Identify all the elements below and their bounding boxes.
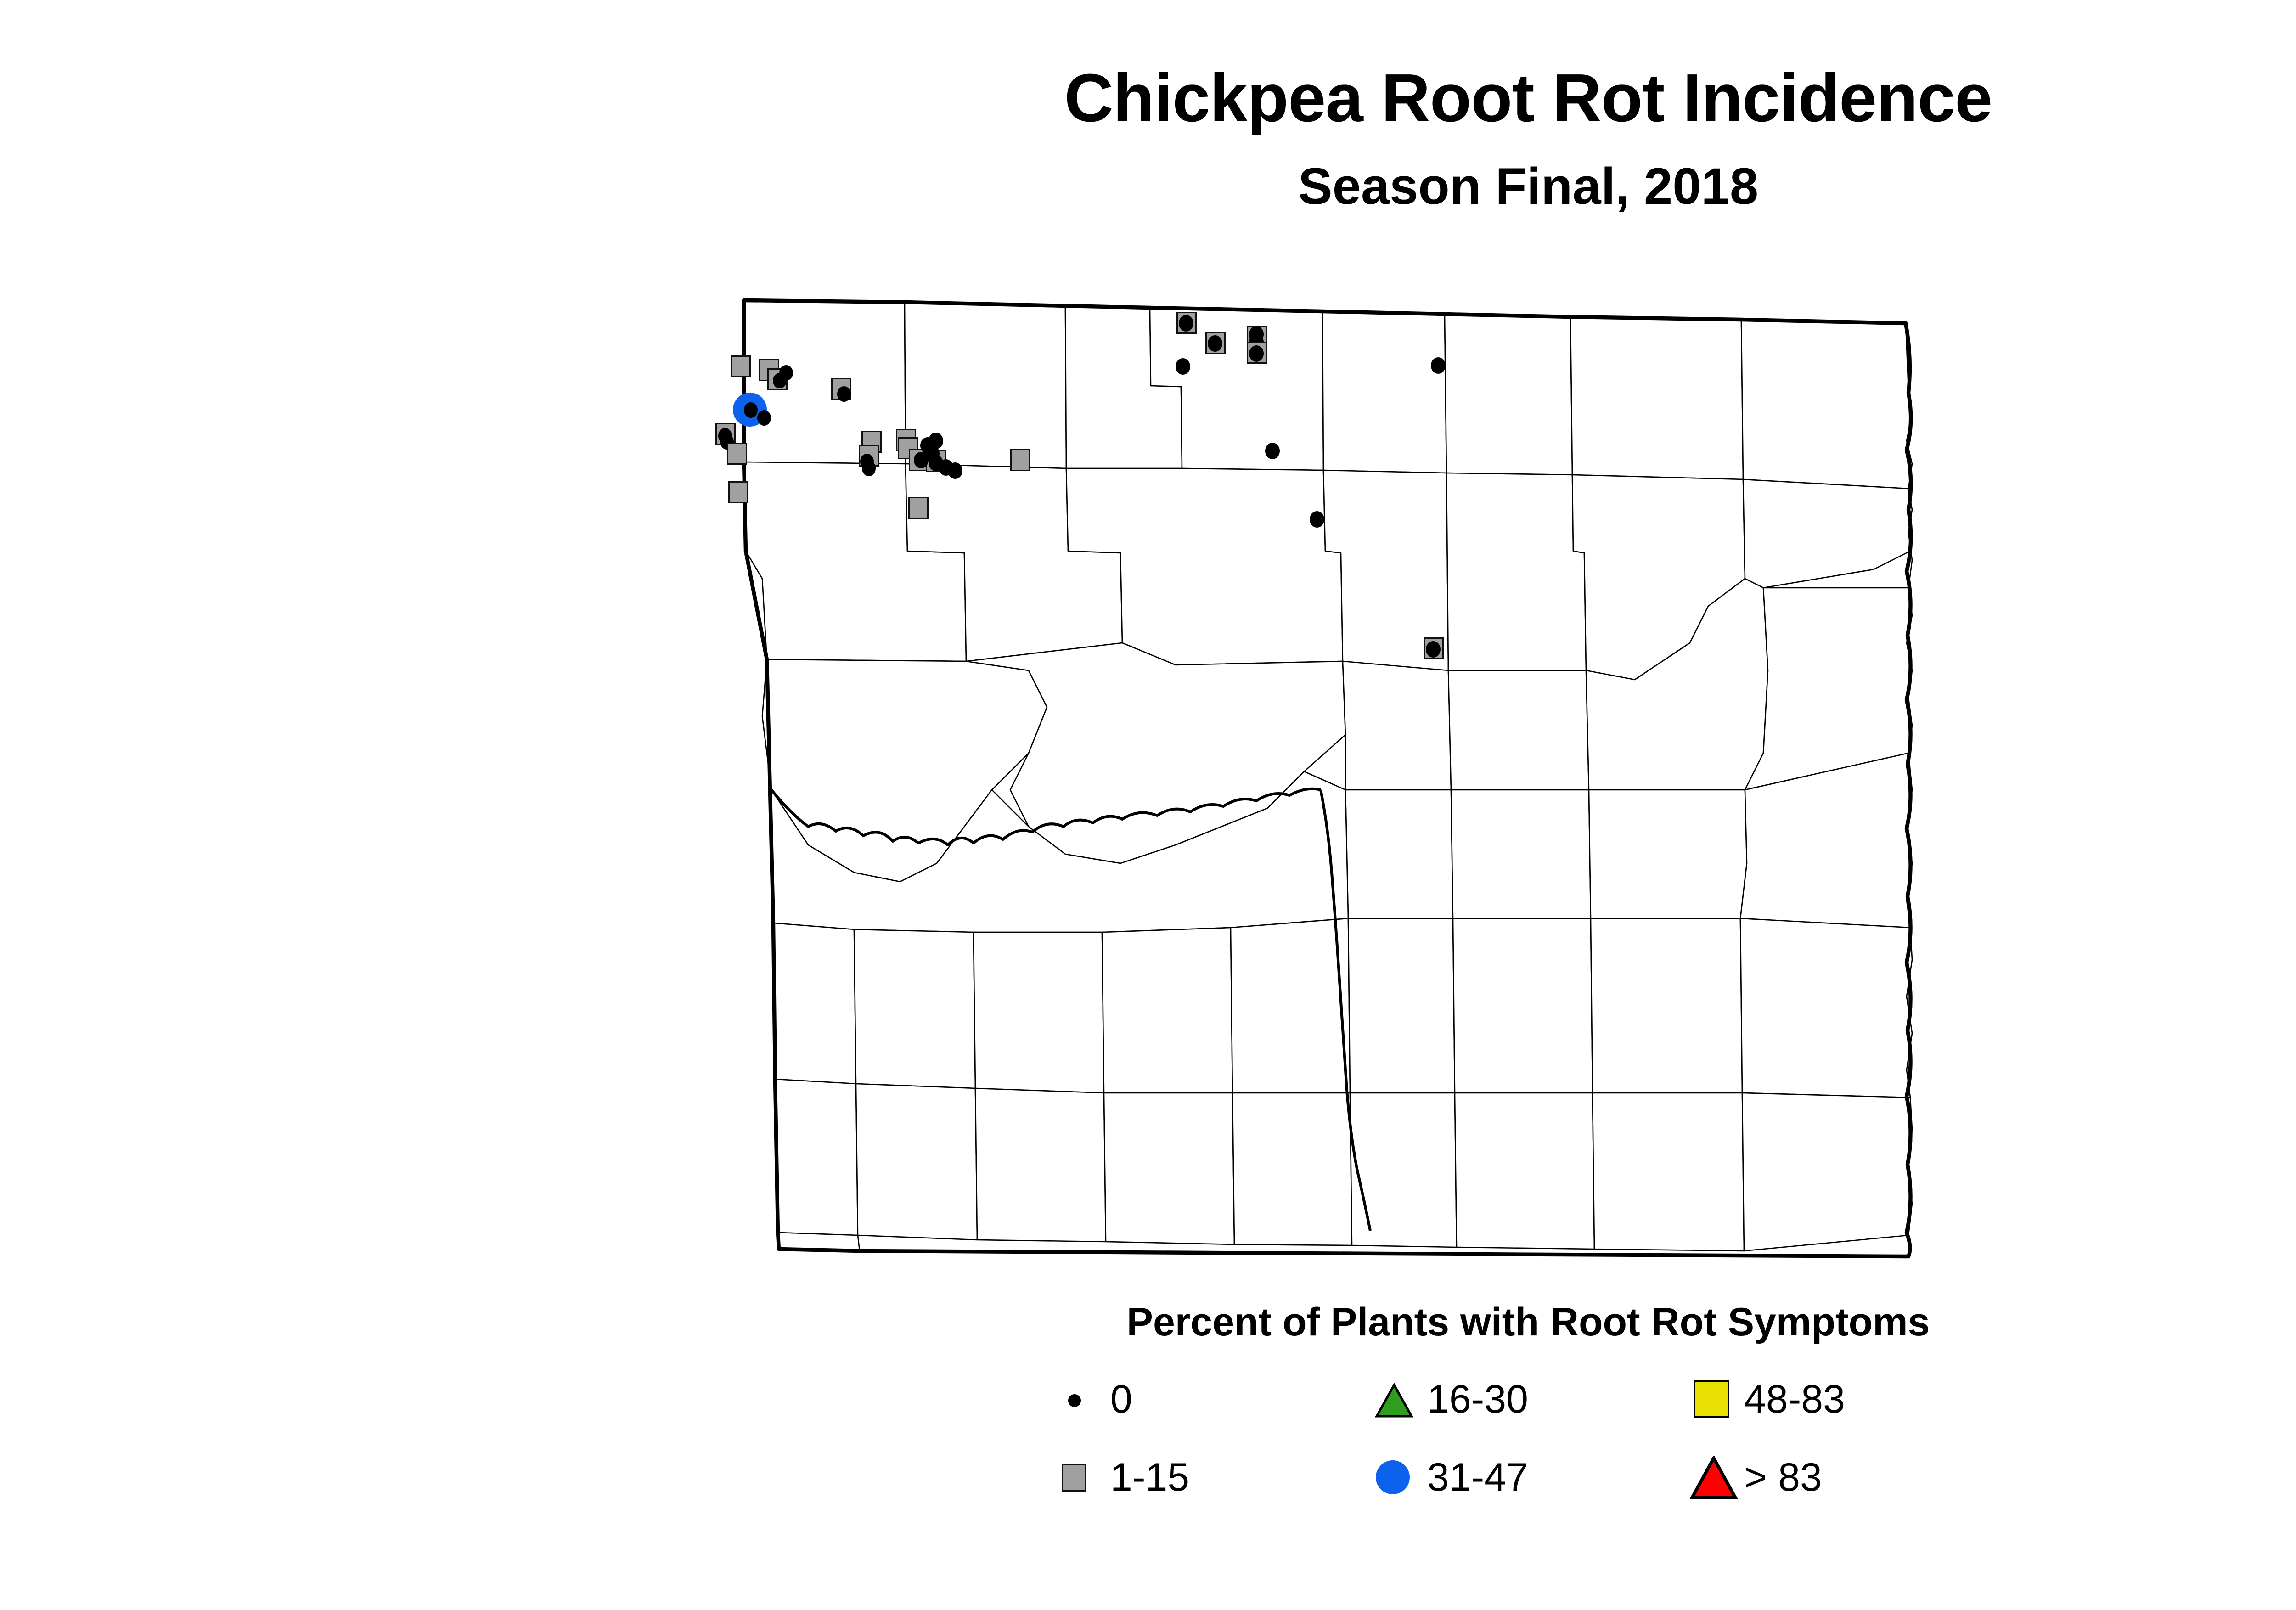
legend-label-5: > 83 — [1744, 1455, 1822, 1499]
legend-items: 0 16-30 48-83 — [1055, 1372, 2001, 1514]
legend-label-3: 31-47 — [1427, 1455, 1528, 1499]
triangle-green-icon — [1372, 1374, 1427, 1424]
legend: Percent of Plants with Root Rot Symptoms… — [0, 1300, 2296, 1514]
legend-item-3[interactable]: 31-47 — [1372, 1450, 1528, 1505]
legend-item-0[interactable]: 0 — [1055, 1372, 1132, 1427]
legend-title: Percent of Plants with Root Rot Symptoms — [1126, 1300, 1930, 1344]
legend-label-2: 16-30 — [1427, 1377, 1528, 1421]
legend-item-1[interactable]: 1-15 — [1055, 1450, 1189, 1505]
square-gray-icon — [1055, 1452, 1110, 1503]
circle-small-black-icon — [1055, 1374, 1110, 1424]
legend-item-2[interactable]: 16-30 — [1372, 1372, 1528, 1427]
north-dakota-map[interactable] — [661, 276, 2296, 1267]
page-subtitle: Season Final, 2018 — [1298, 158, 1759, 215]
legend-item-4[interactable]: 48-83 — [1689, 1372, 1845, 1427]
map-svg — [742, 298, 2296, 1259]
legend-label-0: 0 — [1110, 1377, 1132, 1421]
triangle-red-icon — [1689, 1452, 1744, 1503]
title-block: Chickpea Root Rot Incidence Season Final… — [0, 64, 2296, 212]
legend-label-4: 48-83 — [1744, 1377, 1845, 1421]
legend-item-5[interactable]: > 83 — [1689, 1450, 1822, 1505]
circle-blue-icon — [1372, 1452, 1427, 1503]
square-yellow-icon — [1689, 1374, 1744, 1424]
page-title: Chickpea Root Rot Incidence — [1064, 60, 1993, 136]
missouri-river — [770, 787, 1372, 1231]
legend-label-1: 1-15 — [1110, 1455, 1190, 1499]
county-boundaries — [744, 300, 1912, 1251]
state-outline — [742, 298, 1913, 1259]
